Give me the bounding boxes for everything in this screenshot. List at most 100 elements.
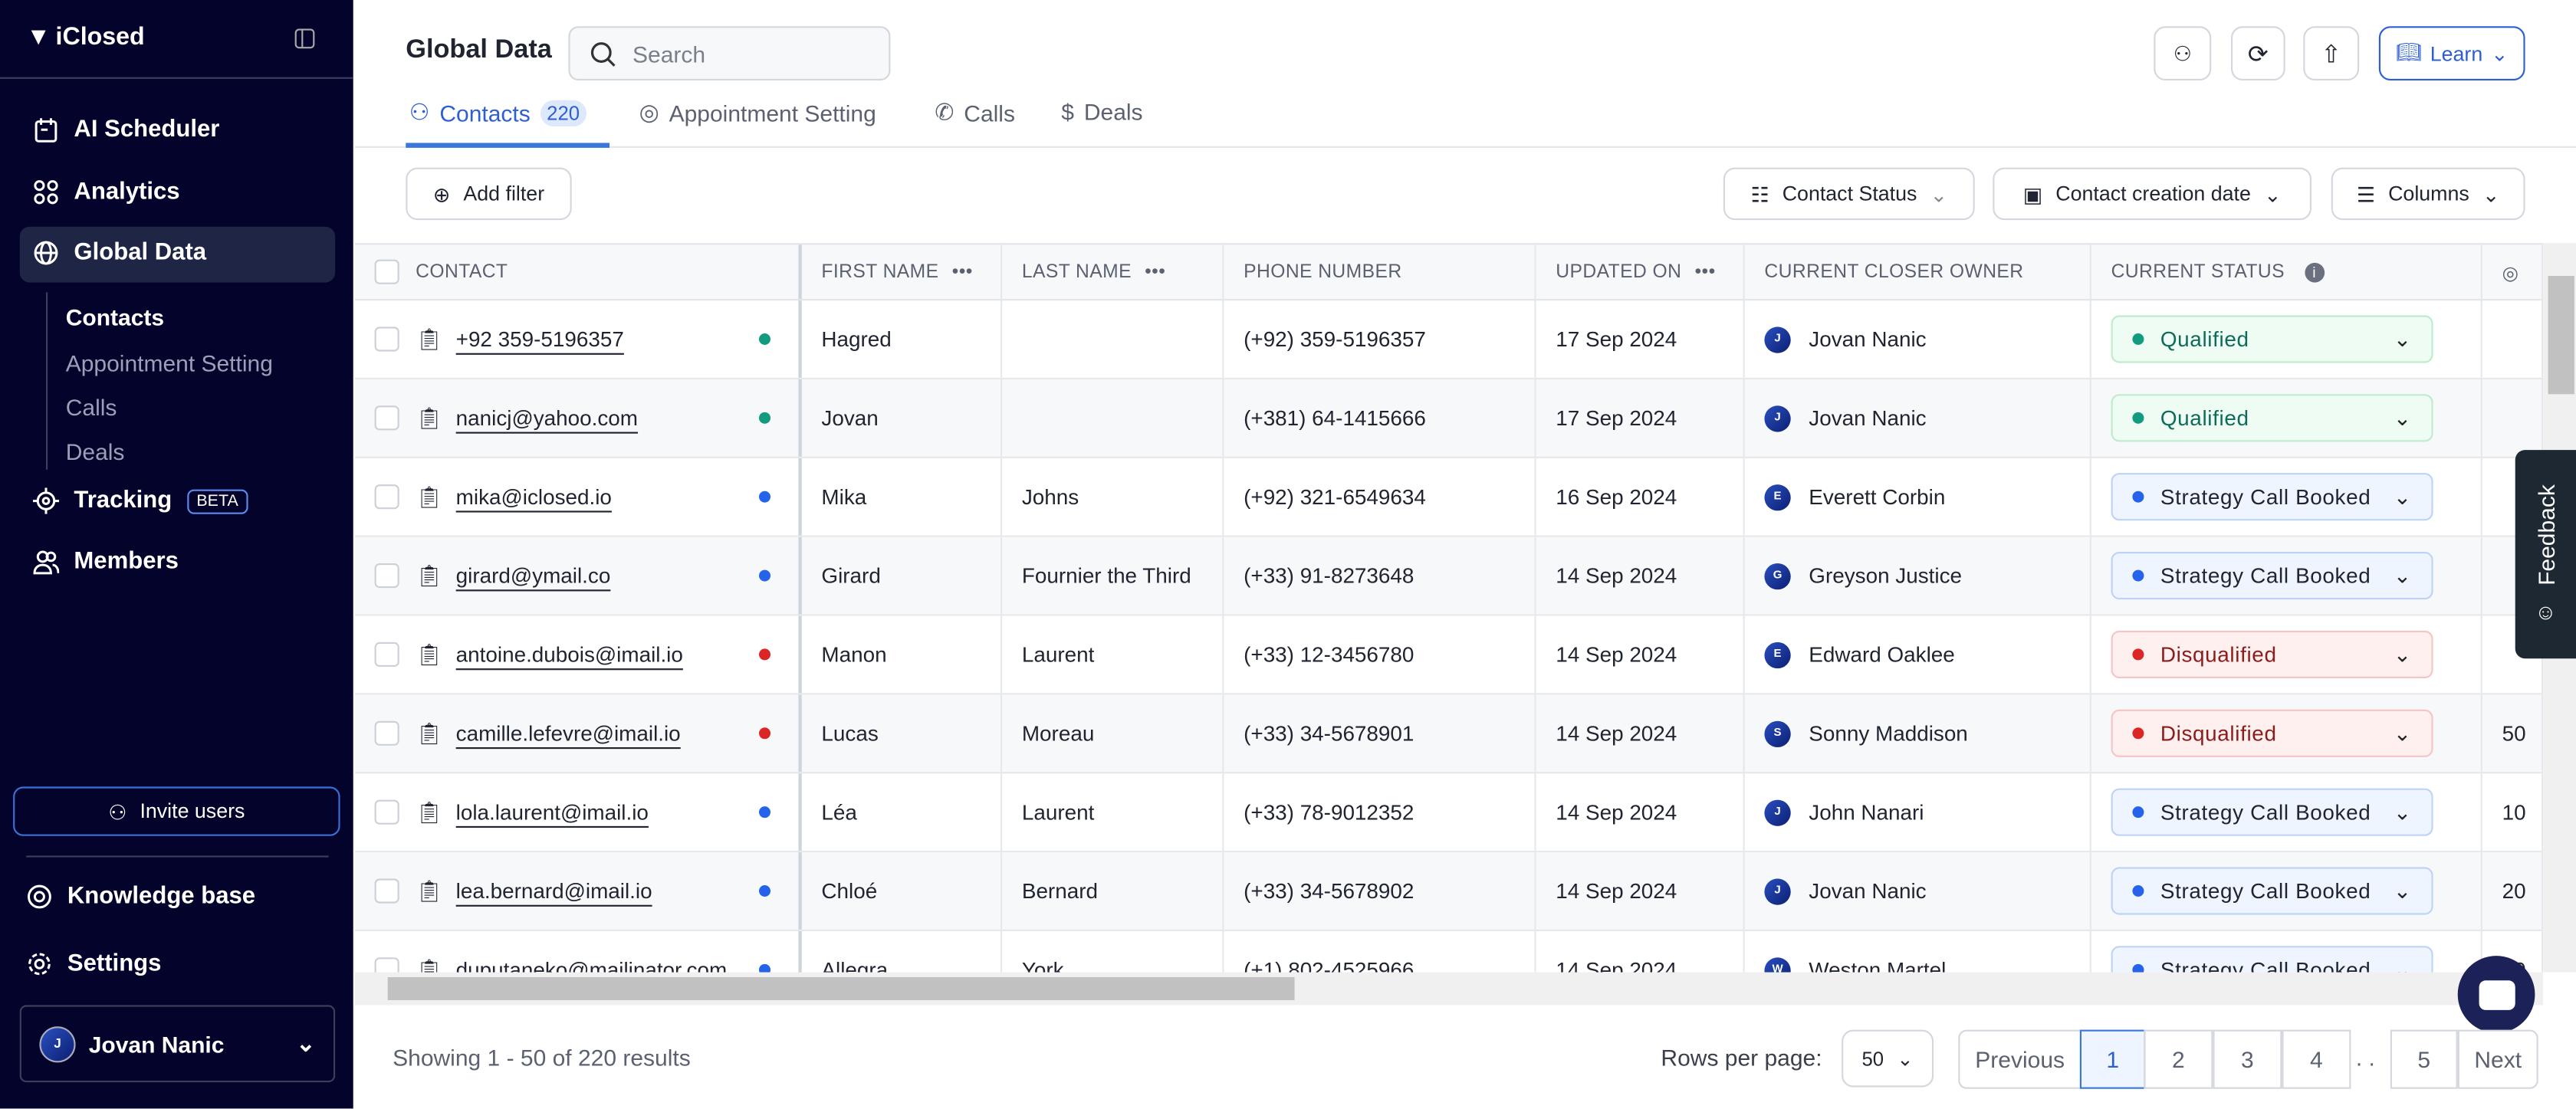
page-3[interactable]: 3: [2213, 1029, 2282, 1089]
scrollbar-thumb[interactable]: [387, 977, 1295, 1000]
sidebar-sub-contacts[interactable]: Contacts: [65, 303, 165, 330]
table-row[interactable]: 📋︎ lea.bernard@imail.io Chloé Bernard (+33) …: [354, 852, 2544, 931]
column-header[interactable]: PHONE NUMBER: [1224, 244, 1536, 299]
row-checkbox[interactable]: [374, 720, 399, 746]
sidebar-item-members[interactable]: Members: [33, 549, 179, 575]
tab-calls[interactable]: ✆ Calls: [935, 98, 1015, 126]
feedback-tab[interactable]: Feedback ☺: [2515, 450, 2576, 659]
status-dot: [758, 885, 770, 897]
table-row[interactable]: 📋︎ nanicj@yahoo.com Jovan (+381) 64-1415666…: [354, 379, 2544, 458]
column-header[interactable]: ◎: [2482, 244, 2544, 299]
page-4[interactable]: 4: [2282, 1029, 2351, 1089]
table-cell: 20: [2482, 852, 2544, 930]
column-header[interactable]: CURRENT STATUS i: [2091, 244, 2482, 299]
row-checkbox[interactable]: [374, 878, 399, 904]
more-icon[interactable]: •••: [1145, 261, 1166, 282]
column-header[interactable]: UPDATED ON •••: [1536, 244, 1745, 299]
table-cell: Strategy Call Booked ⌄: [2091, 773, 2482, 851]
export-button[interactable]: ⇧: [2303, 26, 2360, 80]
status-dot: [758, 569, 770, 582]
sidebar-item-settings[interactable]: Settings: [26, 951, 161, 977]
chat-button[interactable]: [2457, 956, 2535, 1033]
collapse-sidebar-icon[interactable]: [294, 28, 316, 49]
table-row[interactable]: 📋︎ +92 359-5196357 Hagred (+92) 359-5196357…: [354, 300, 2544, 379]
tab-contacts[interactable]: ⚇ Contacts 220: [409, 99, 586, 126]
more-icon[interactable]: •••: [951, 261, 973, 282]
next-button[interactable]: Next: [2457, 1029, 2538, 1089]
sidebar-item-ai-scheduler[interactable]: AI Scheduler: [33, 116, 219, 143]
sidebar-item-global-data[interactable]: Global Data: [33, 240, 206, 266]
sidebar-item-analytics[interactable]: Analytics: [33, 179, 180, 205]
table-row[interactable]: 📋︎ antoine.dubois@imail.io Manon Laurent (+3…: [354, 615, 2544, 695]
row-checkbox[interactable]: [374, 957, 399, 974]
page-5[interactable]: 5: [2390, 1029, 2458, 1089]
status-dropdown[interactable]: Strategy Call Booked ⌄: [2111, 867, 2433, 915]
user-menu[interactable]: J Jovan Nanic ⌄: [19, 1005, 336, 1083]
status-dropdown[interactable]: Strategy Call Booked ⌄: [2111, 788, 2433, 836]
table-row[interactable]: 📋︎ lola.laurent@imail.io Léa Laurent (+33) 7…: [354, 773, 2544, 853]
page-2[interactable]: 2: [2144, 1029, 2213, 1089]
status-dropdown[interactable]: Strategy Call Booked ⌄: [2111, 473, 2433, 521]
status-dropdown[interactable]: Disqualified ⌄: [2111, 630, 2433, 678]
column-header[interactable]: FIRST NAME •••: [802, 244, 1003, 299]
row-checkbox[interactable]: [374, 405, 399, 431]
contact-link[interactable]: antoine.dubois@imail.io: [455, 641, 683, 667]
learn-button[interactable]: 📖︎ Learn ⌄: [2378, 26, 2525, 80]
more-icon[interactable]: •••: [1694, 261, 1716, 282]
table-row[interactable]: 📋︎ camille.lefevre@imail.io Lucas Moreau (+3…: [354, 694, 2544, 774]
contact-link[interactable]: lea.bernard@imail.io: [455, 878, 652, 904]
status-dropdown[interactable]: Disqualified ⌄: [2111, 709, 2433, 757]
contact-link[interactable]: duputaneko@mailinator.com: [455, 957, 728, 983]
info-icon[interactable]: i: [2304, 261, 2325, 282]
table-cell: (+92) 359-5196357: [1224, 300, 1536, 378]
columns-button[interactable]: ☰ Columns ⌄: [2331, 167, 2525, 221]
status-dropdown[interactable]: Strategy Call Booked ⌄: [2111, 946, 2433, 974]
column-header[interactable]: LAST NAME •••: [1002, 244, 1224, 299]
page-1[interactable]: 1: [2079, 1029, 2146, 1089]
sidebar-item-tracking[interactable]: Tracking BETA: [32, 487, 248, 514]
sidebar-item-knowledge-base[interactable]: Knowledge base: [26, 884, 255, 910]
status-dropdown[interactable]: Qualified ⌄: [2111, 394, 2433, 442]
add-contact-button[interactable]: ⚇: [2154, 26, 2212, 80]
select-all-checkbox[interactable]: [374, 259, 399, 284]
avatar: W: [1764, 956, 1791, 974]
sidebar-sub-deals[interactable]: Deals: [65, 438, 125, 465]
contact-link[interactable]: camille.lefevre@imail.io: [455, 720, 681, 746]
status-dropdown[interactable]: Qualified ⌄: [2111, 315, 2433, 363]
tab-appointment-setting[interactable]: ◎ Appointment Setting: [639, 98, 876, 126]
column-header[interactable]: CONTACT: [355, 244, 802, 299]
clipboard-icon: 📋︎: [416, 641, 443, 666]
refresh-button[interactable]: ⟳: [2231, 26, 2285, 80]
row-checkbox[interactable]: [374, 563, 399, 589]
contact-link[interactable]: +92 359-5196357: [455, 326, 624, 352]
horizontal-scrollbar[interactable]: [354, 972, 2544, 1006]
table-row[interactable]: 📋︎ girard@ymail.co Girard Fournier the Thir…: [354, 536, 2544, 616]
row-checkbox[interactable]: [374, 484, 399, 510]
table-row[interactable]: 📋︎ duputaneko@mailinator.com Allegra York (+…: [355, 931, 2544, 983]
contact-link[interactable]: nanicj@yahoo.com: [455, 405, 639, 431]
contact-link[interactable]: mika@iclosed.io: [455, 484, 612, 510]
contact-link[interactable]: lola.laurent@imail.io: [455, 799, 649, 825]
clipboard-icon: 📋︎: [416, 405, 443, 430]
scrollbar-thumb[interactable]: [2548, 276, 2574, 395]
contact-status-filter[interactable]: ☷ Contact Status ⌄: [1723, 167, 1975, 221]
invite-users-button[interactable]: ⚇ Invite users: [13, 786, 340, 836]
column-header[interactable]: CURRENT CLOSER OWNER: [1745, 244, 2091, 299]
status-dropdown[interactable]: Strategy Call Booked ⌄: [2111, 552, 2433, 600]
table-row[interactable]: 📋︎ mika@iclosed.io Mika Johns (+92) 321-6549…: [354, 458, 2544, 537]
previous-button[interactable]: Previous: [1958, 1029, 2082, 1089]
row-checkbox[interactable]: [374, 326, 399, 352]
contact-creation-date-filter[interactable]: ▣ Contact creation date ⌄: [1993, 167, 2312, 221]
check-circle-icon: ◎: [2502, 263, 2519, 284]
table-cell: 📋︎ girard@ymail.co: [355, 536, 802, 615]
sidebar-sub-calls[interactable]: Calls: [65, 394, 117, 421]
row-checkbox[interactable]: [374, 641, 399, 667]
contact-link[interactable]: girard@ymail.co: [455, 563, 611, 589]
rows-per-page-select[interactable]: 50 ⌄: [1842, 1029, 1934, 1088]
search-input[interactable]: Search: [568, 26, 891, 80]
chevron-down-icon: ⌄: [1897, 1047, 1914, 1071]
sidebar-sub-appointment-setting[interactable]: Appointment Setting: [65, 349, 273, 376]
row-checkbox[interactable]: [374, 799, 399, 825]
add-filter-button[interactable]: ⊕ Add filter: [406, 167, 572, 221]
tab-deals[interactable]: $ Deals: [1061, 98, 1143, 125]
